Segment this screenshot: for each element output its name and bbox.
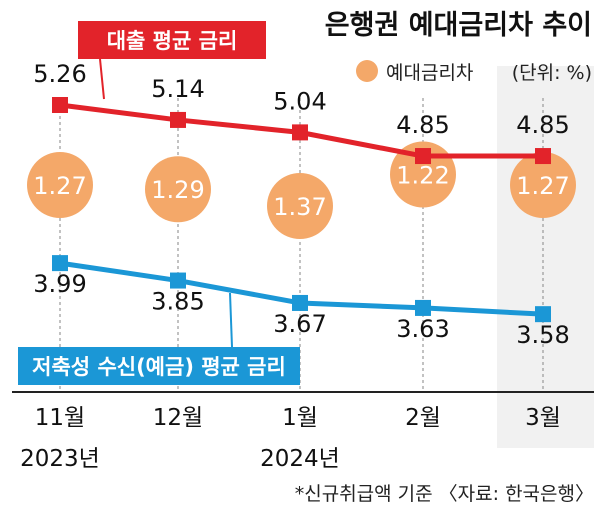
x-tick-month: 11월 bbox=[35, 405, 85, 431]
data-marker bbox=[292, 124, 308, 141]
footnote: *신규취급액 기준 〈자료: 한국은행〉 bbox=[295, 483, 594, 505]
legend-unit: (단위: %) bbox=[512, 62, 592, 84]
spread-bubble bbox=[267, 173, 333, 239]
data-label: 3.99 bbox=[33, 270, 86, 298]
data-label: 4.85 bbox=[396, 111, 449, 139]
x-tick-month: 2월 bbox=[405, 405, 441, 431]
spread-bubble-label: 1.29 bbox=[151, 176, 204, 204]
series-lines: 5.26 5.14 5.04 4.85 4.85 3.99 3.85 3.67 3.63 3.58 bbox=[33, 60, 569, 349]
spread-bubble bbox=[27, 152, 93, 218]
data-label: 3.63 bbox=[396, 315, 449, 343]
x-tick-year: 2023년 bbox=[20, 446, 100, 472]
data-label: 4.85 bbox=[516, 111, 569, 139]
data-marker bbox=[415, 299, 431, 316]
data-label: 3.67 bbox=[273, 310, 326, 338]
legend-swatch bbox=[356, 60, 378, 82]
spread-bubble-label: 1.27 bbox=[516, 172, 569, 200]
data-marker bbox=[52, 97, 68, 113]
data-marker bbox=[52, 255, 68, 272]
data-label: 3.58 bbox=[516, 321, 569, 349]
loan-series-label-pointer bbox=[99, 58, 105, 100]
spread-bubbles: 1.27 1.29 1.37 1.22 1.27 bbox=[27, 141, 576, 239]
data-label: 5.26 bbox=[33, 60, 86, 88]
legend-label: 예대금리차 bbox=[386, 62, 473, 84]
data-marker bbox=[535, 306, 551, 323]
x-tick-month: 12월 bbox=[153, 405, 203, 431]
data-marker bbox=[535, 148, 551, 165]
loan-series-label-box bbox=[78, 21, 266, 59]
spread-bubble bbox=[510, 152, 576, 218]
x-tick-month: 3월 bbox=[525, 405, 561, 431]
x-tick-month: 1월 bbox=[282, 405, 318, 431]
x-tick-year: 2024년 bbox=[260, 446, 340, 472]
data-marker bbox=[170, 272, 186, 289]
highlight-column bbox=[497, 66, 594, 448]
data-label: 5.04 bbox=[273, 87, 326, 115]
loan-series-label: 대출 평균 금리 bbox=[107, 29, 238, 53]
data-marker bbox=[292, 294, 308, 311]
chart-title: 은행권 예대금리차 추이 bbox=[325, 10, 592, 41]
data-marker bbox=[415, 148, 431, 165]
deposit-series-label-box bbox=[18, 347, 300, 385]
deposit-series-label: 저축성 수신(예금) 평균 금리 bbox=[32, 355, 286, 379]
deposit-series-label-pointer bbox=[229, 292, 233, 348]
data-marker bbox=[170, 111, 186, 128]
data-label: 5.14 bbox=[151, 75, 204, 103]
spread-bubble-label: 1.22 bbox=[396, 162, 449, 190]
spread-bubble bbox=[145, 156, 211, 223]
x-axis-labels: 11월 2023년 12월 1월 2024년 2월 3월 bbox=[20, 405, 561, 472]
data-label: 3.85 bbox=[151, 288, 204, 316]
spread-bubble-label: 1.37 bbox=[273, 193, 326, 221]
spread-bubble-label: 1.27 bbox=[33, 172, 86, 200]
